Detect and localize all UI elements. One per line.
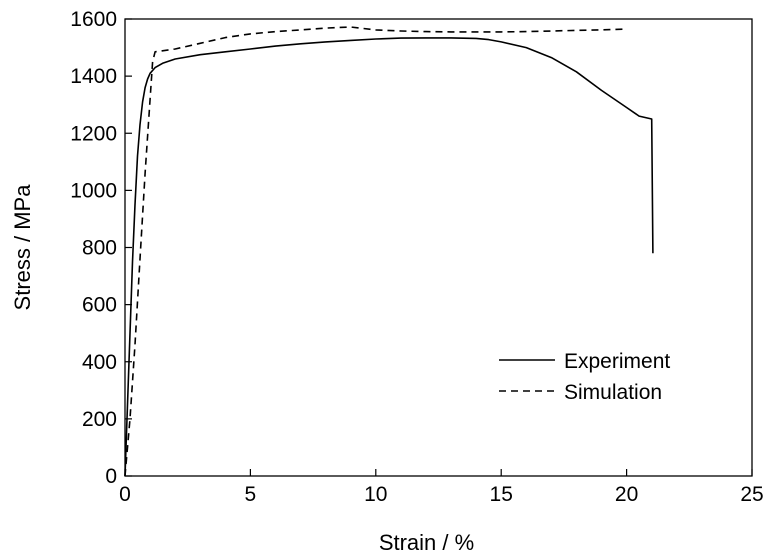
- y-tick-label: 1200: [70, 122, 117, 145]
- plot-frame: [124, 18, 753, 477]
- x-tick-label: 5: [245, 483, 257, 506]
- x-tick-label: 15: [490, 483, 513, 506]
- y-tick-label: 1000: [70, 179, 117, 202]
- y-axis-label: Stress / MPa: [10, 184, 35, 311]
- legend-label-experiment: Experiment: [564, 350, 670, 373]
- ticks-layer: 0 5 10 15 20 25 0 200 400 600 800 1000 1200 1400 1600: [70, 8, 763, 506]
- series-line-experiment: [124, 37, 654, 477]
- x-tick-label: 20: [615, 483, 638, 506]
- x-axis-label: Strain / %: [379, 530, 474, 555]
- y-tick-label: 200: [82, 408, 117, 431]
- legend-label-simulation: Simulation: [564, 381, 662, 404]
- series-line-simulation: [124, 26, 627, 477]
- plot-area: [124, 18, 753, 477]
- y-tick-label: 0: [105, 465, 117, 488]
- legend: Experiment Simulation: [499, 350, 670, 404]
- y-tick-label: 1600: [70, 8, 117, 31]
- y-tick-label: 800: [82, 237, 117, 260]
- x-tick-label: 25: [740, 483, 763, 506]
- y-tick-label: 600: [82, 294, 117, 317]
- y-tick-label: 1400: [70, 65, 117, 88]
- x-tick-label: 10: [364, 483, 387, 506]
- series-layer: [124, 26, 654, 477]
- x-tick-label: 0: [119, 483, 131, 506]
- y-tick-label: 400: [82, 351, 117, 374]
